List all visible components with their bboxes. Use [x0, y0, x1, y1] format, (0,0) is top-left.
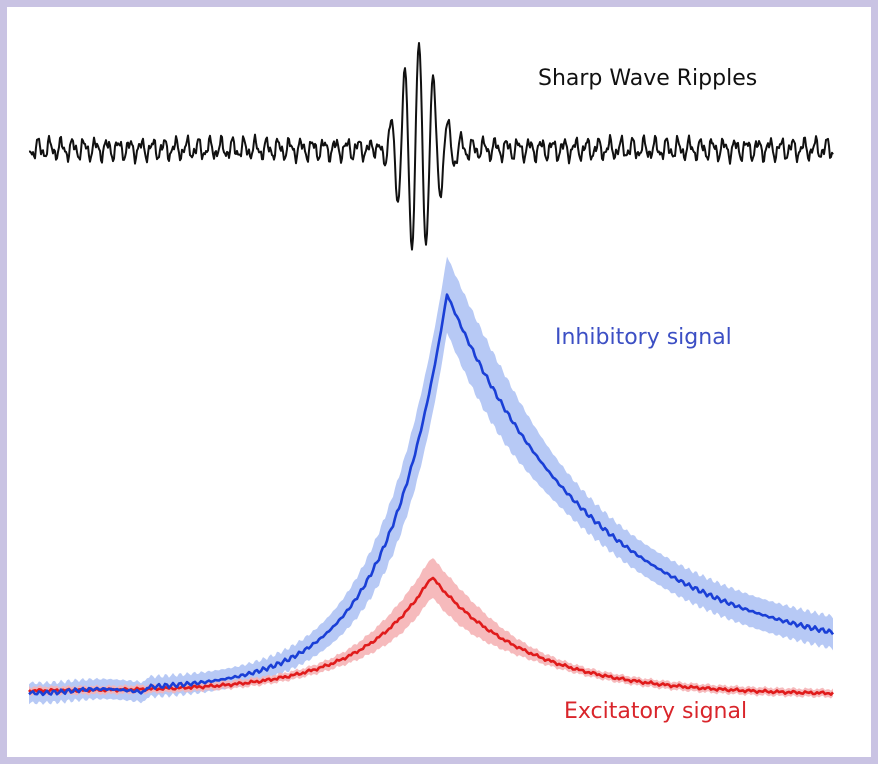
figure-panel: Sharp Wave Ripples Inhibitory signal Exc…: [7, 7, 871, 757]
excitatory-signal-line: [28, 576, 834, 696]
sharp-wave-ripple-trace: [28, 42, 834, 251]
inhibitory-confidence-band: [29, 256, 833, 705]
inhibitory-signal-label: Inhibitory signal: [555, 325, 732, 350]
sharp-wave-ripples-label: Sharp Wave Ripples: [538, 66, 758, 91]
excitatory-confidence-band: [29, 558, 833, 699]
signals-figure: [28, 42, 835, 705]
inhibitory-signal-line: [28, 293, 835, 697]
excitatory-signal-label: Excitatory signal: [564, 699, 748, 724]
